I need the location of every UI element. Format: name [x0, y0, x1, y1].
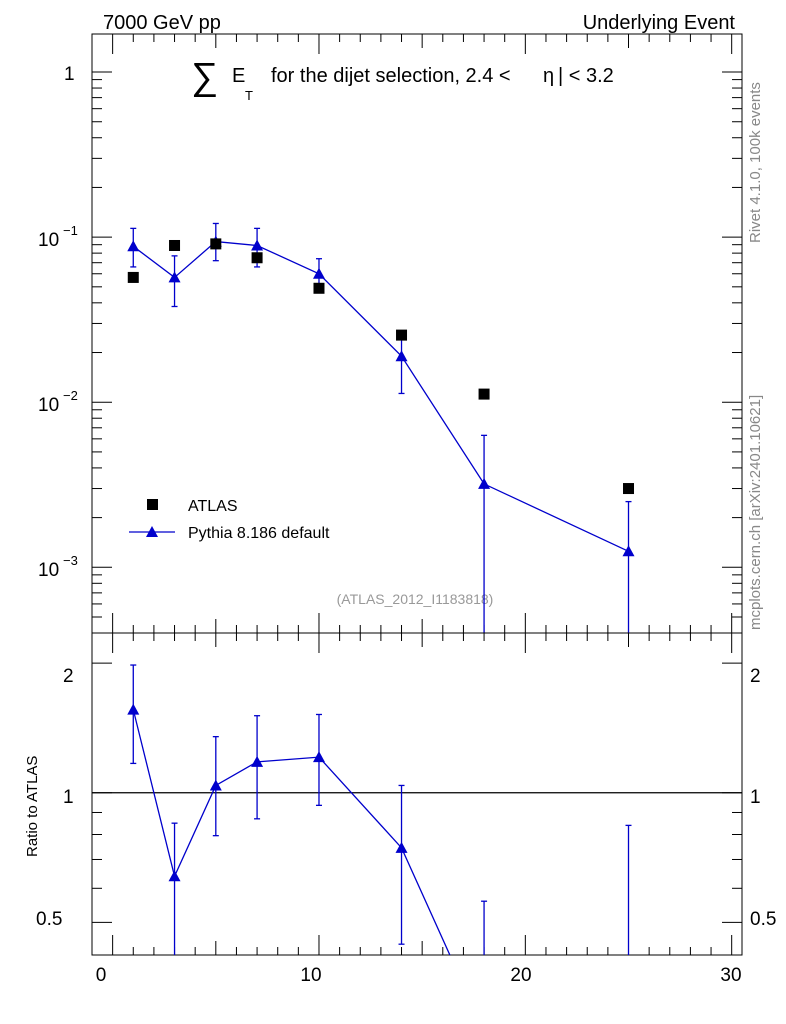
x-tick-20: 20 — [510, 965, 531, 986]
pythia-series-line — [132, 240, 629, 552]
y-tick-label-1: 1 — [64, 64, 75, 85]
y-tick-label-exp-2: −2 — [63, 388, 78, 403]
ratio-panel: 2 2 1 1 0.5 0.5 Ratio to ATLAS 0 10 20 3… — [24, 632, 776, 986]
atlas-point — [251, 252, 263, 264]
x-tick-labels: 0 10 20 30 — [96, 965, 742, 986]
y-tick-label-10b: 10 — [38, 395, 59, 416]
ratio-axis-ticks — [92, 633, 742, 955]
y-tick-label-10c: 10 — [38, 560, 59, 581]
x-tick-30: 30 — [720, 965, 741, 986]
ratio-y-tick-1-right: 1 — [750, 787, 761, 808]
main-axis-ticks — [92, 34, 742, 634]
pythia-point — [312, 267, 325, 279]
ratio-y-tick-2-left: 2 — [63, 666, 74, 687]
atlas-point — [623, 483, 635, 495]
ratio-series-line — [132, 709, 451, 955]
legend-atlas-label: ATLAS — [188, 498, 238, 515]
ratio-point — [395, 841, 408, 853]
atlas-point — [210, 238, 222, 250]
ratio-point — [209, 779, 222, 791]
main-y-tick-labels: 1 10 −1 10 −2 10 −3 — [38, 64, 78, 581]
atlas-point — [313, 282, 325, 294]
ratio-y-tick-05-right: 0.5 — [750, 909, 776, 930]
legend-pythia-marker — [146, 526, 158, 537]
ratio-y-axis-label: Ratio to ATLAS — [24, 756, 41, 857]
pythia-point — [478, 477, 491, 489]
ratio-data-marks — [92, 664, 742, 955]
y-tick-label-exp-3: −3 — [63, 553, 78, 568]
ratio-point — [251, 755, 264, 767]
legend-atlas-marker — [147, 499, 158, 510]
title-tail: | < 3.2 — [558, 65, 614, 87]
x-tick-10: 10 — [300, 965, 321, 986]
header-left: 7000 GeV pp — [103, 12, 221, 34]
title-sub: T — [245, 88, 253, 103]
legend-pythia-label: Pythia 8.186 default — [188, 525, 330, 542]
title-rest: for the dijet selection, 2.4 < — [271, 65, 511, 87]
side-label-bottom: mcplots.cern.ch [arXiv:2401.10621] — [747, 395, 764, 630]
ratio-point — [168, 870, 181, 882]
main-data-marks — [127, 222, 635, 633]
atlas-point — [478, 388, 490, 400]
title-var: E — [232, 65, 245, 87]
pythia-point — [168, 271, 181, 283]
title-sum-symbol: ∑ — [191, 56, 218, 98]
header-right: Underlying Event — [583, 12, 736, 34]
pythia-point — [622, 545, 635, 557]
pythia-point — [127, 240, 140, 252]
legend: ATLAS Pythia 8.186 default — [129, 498, 330, 542]
main-frame — [91, 33, 743, 634]
main-panel: 1 10 −1 10 −2 10 −3 ATLAS Pythia 8.186 d… — [38, 33, 743, 634]
y-tick-label-10a: 10 — [38, 230, 59, 251]
x-tick-0: 0 — [96, 965, 107, 986]
ratio-y-tick-labels: 2 2 1 1 0.5 0.5 — [36, 666, 776, 930]
title-eta: η — [543, 65, 554, 87]
atlas-point — [396, 329, 408, 341]
analysis-tag: (ATLAS_2012_I1183818) — [337, 591, 494, 607]
atlas-point — [127, 271, 139, 283]
pythia-point — [251, 239, 264, 251]
ratio-y-tick-2-right: 2 — [750, 666, 761, 687]
atlas-point — [169, 239, 181, 251]
y-tick-label-exp-1: −1 — [63, 223, 78, 238]
ratio-frame — [91, 632, 743, 956]
side-label-top: Rivet 4.1.0, 100k events — [747, 82, 764, 243]
ratio-y-tick-05-left: 0.5 — [36, 909, 62, 930]
ratio-y-tick-1-left: 1 — [63, 787, 74, 808]
pythia-point — [395, 350, 408, 362]
ratio-point — [312, 751, 325, 763]
ratio-point — [127, 703, 140, 715]
plot-title: ∑ E T for the dijet selection, 2.4 < η |… — [191, 56, 614, 103]
